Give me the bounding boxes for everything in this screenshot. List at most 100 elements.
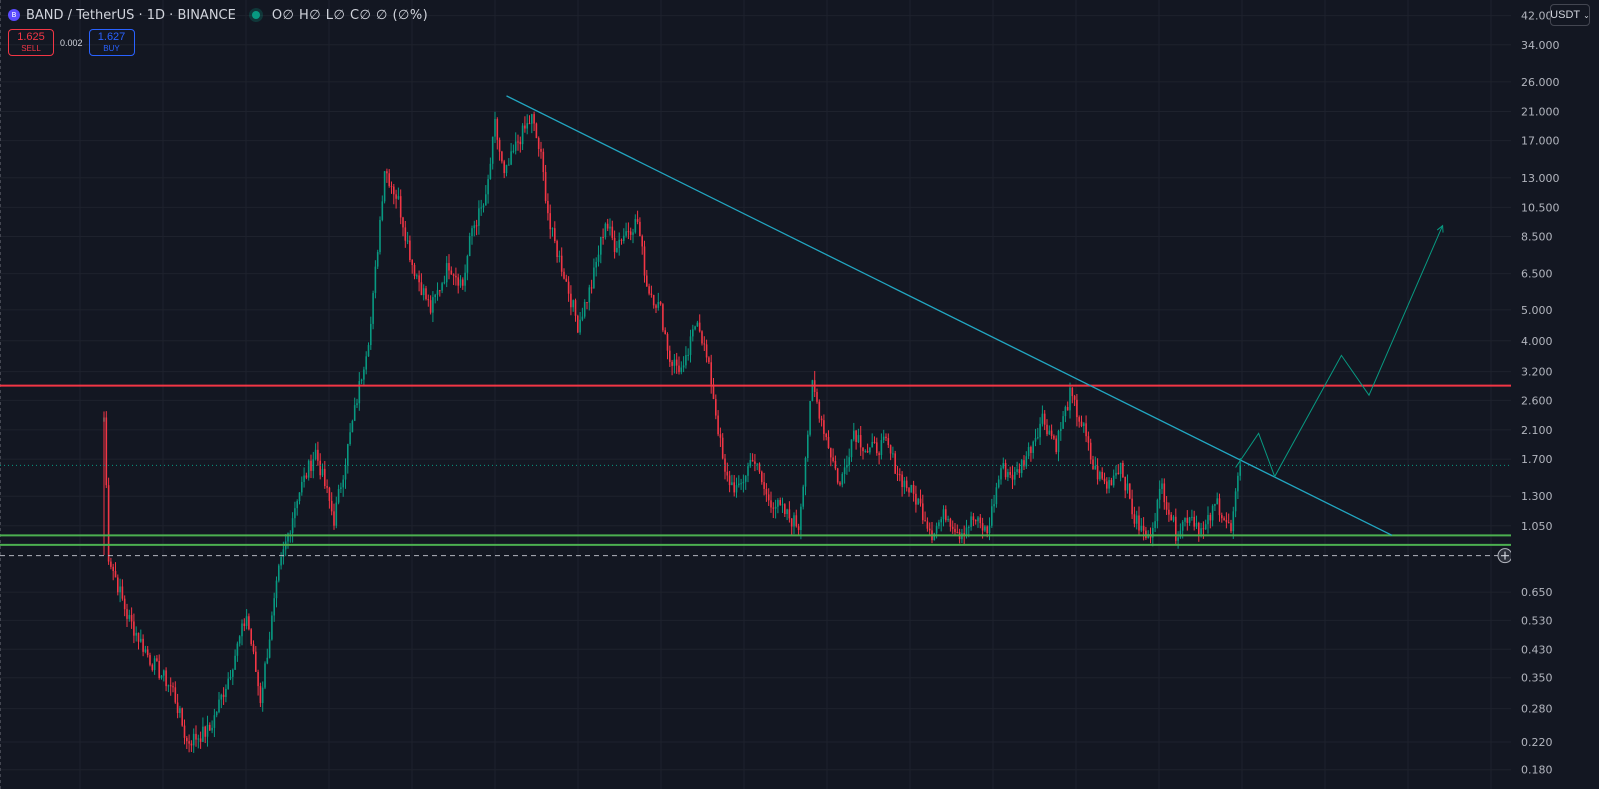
- candle-up: [307, 460, 310, 478]
- symbol-title[interactable]: BAND / TetherUS · 1D · BINANCE: [26, 7, 236, 23]
- candle-up: [632, 232, 634, 235]
- arrow-head-icon: [1436, 224, 1444, 233]
- candle-down: [174, 687, 177, 703]
- candle-down: [915, 493, 917, 505]
- candle-down: [574, 300, 577, 316]
- candle-down: [818, 401, 821, 419]
- descending-trendline: [506, 95, 1393, 536]
- candle-down: [142, 638, 144, 652]
- candle-up: [119, 586, 121, 593]
- candle-up: [301, 481, 303, 493]
- candle-down: [257, 671, 259, 687]
- price-tick-label: 10.500: [1521, 201, 1560, 214]
- candle-up: [485, 194, 487, 206]
- candle-down: [1163, 483, 1166, 503]
- candle-up: [358, 380, 361, 404]
- candle-up: [1211, 505, 1214, 521]
- candle-down: [1043, 413, 1046, 425]
- candle-up: [696, 322, 699, 327]
- candle-down: [498, 139, 501, 152]
- candle-down: [501, 151, 503, 162]
- candle-down: [324, 468, 326, 487]
- candle-up: [1108, 480, 1110, 489]
- candle-up: [353, 405, 356, 421]
- sell-button[interactable]: 1.625 SELL: [8, 29, 54, 56]
- candle-down: [726, 471, 729, 476]
- horizontal-levels[interactable]: 2.8930.9800.8461.62512:48:36: [0, 377, 1575, 564]
- candle-down: [547, 200, 549, 214]
- candle-up: [841, 474, 844, 485]
- candle-down: [924, 520, 926, 522]
- drawings[interactable]: [506, 95, 1444, 536]
- candle-up: [756, 463, 758, 465]
- candle-down: [1023, 460, 1025, 467]
- candle-down: [855, 430, 857, 442]
- buy-button[interactable]: 1.627 BUY: [88, 29, 135, 56]
- candle-down: [754, 461, 756, 464]
- candle-down: [797, 526, 800, 531]
- candle-down: [1110, 480, 1113, 486]
- candle-up: [531, 114, 533, 124]
- candle-down: [1221, 515, 1223, 519]
- candle-down: [820, 418, 823, 421]
- candle-up: [337, 488, 340, 503]
- price-tick-label: 2.100: [1521, 424, 1553, 437]
- candle-down: [255, 651, 257, 672]
- candle-up: [694, 326, 696, 330]
- candle-up: [482, 205, 485, 208]
- chevron-down-icon: ⌄: [1583, 10, 1590, 20]
- candle-up: [374, 266, 377, 293]
- candle-up: [1234, 491, 1237, 512]
- candle-up: [673, 359, 676, 366]
- candle-down: [839, 482, 841, 485]
- candle-down: [721, 437, 724, 459]
- candle-up: [685, 355, 687, 366]
- candle-up: [351, 420, 354, 433]
- candle-up: [487, 179, 489, 195]
- candlestick-series: [103, 111, 1241, 753]
- candle-down: [1053, 435, 1055, 439]
- candle-down: [1092, 459, 1094, 470]
- candle-down: [121, 586, 124, 599]
- candle-down: [475, 225, 478, 227]
- candle-down: [112, 566, 114, 572]
- candle-down: [1138, 515, 1140, 531]
- candle-up: [800, 506, 802, 531]
- candle-up: [848, 457, 850, 465]
- candle-down: [259, 686, 262, 704]
- price-axis[interactable]: 42.000 34.000 26.000 21.000 17.000 13.000 10.5…: [1511, 0, 1599, 789]
- spread-value: 0.002: [60, 37, 83, 48]
- candle-up: [432, 297, 434, 313]
- candle-up: [342, 479, 344, 488]
- candle-down: [901, 474, 903, 488]
- candle-up: [167, 685, 170, 687]
- candle-up: [261, 687, 264, 704]
- candle-down: [126, 609, 128, 619]
- candle-up: [1191, 516, 1193, 518]
- candle-down: [758, 463, 761, 472]
- price-tick-label: 0.180: [1521, 764, 1553, 777]
- currency-selector[interactable]: USDT ⌄: [1550, 4, 1590, 26]
- candle-down: [399, 196, 402, 218]
- candle-up: [1126, 483, 1129, 491]
- candle-down: [703, 343, 706, 345]
- price-tick-label: 2.600: [1521, 394, 1553, 407]
- candle-up: [397, 196, 400, 199]
- candle-down: [556, 241, 558, 258]
- candle-up: [347, 444, 349, 466]
- candle-down: [788, 509, 791, 519]
- projection-path: [1235, 225, 1444, 478]
- candle-down: [951, 526, 954, 529]
- candle-down: [1175, 516, 1177, 541]
- candle-down: [1202, 528, 1205, 530]
- price-tick-label: 0.530: [1521, 614, 1553, 627]
- candle-down: [1076, 399, 1078, 418]
- candle-down: [945, 509, 947, 521]
- candle-up: [802, 486, 804, 507]
- candle-down: [1046, 424, 1048, 435]
- candle-down: [790, 518, 793, 527]
- candle-up: [1188, 517, 1191, 523]
- candle-up: [935, 526, 938, 534]
- price-tick-label: 1.700: [1521, 453, 1553, 466]
